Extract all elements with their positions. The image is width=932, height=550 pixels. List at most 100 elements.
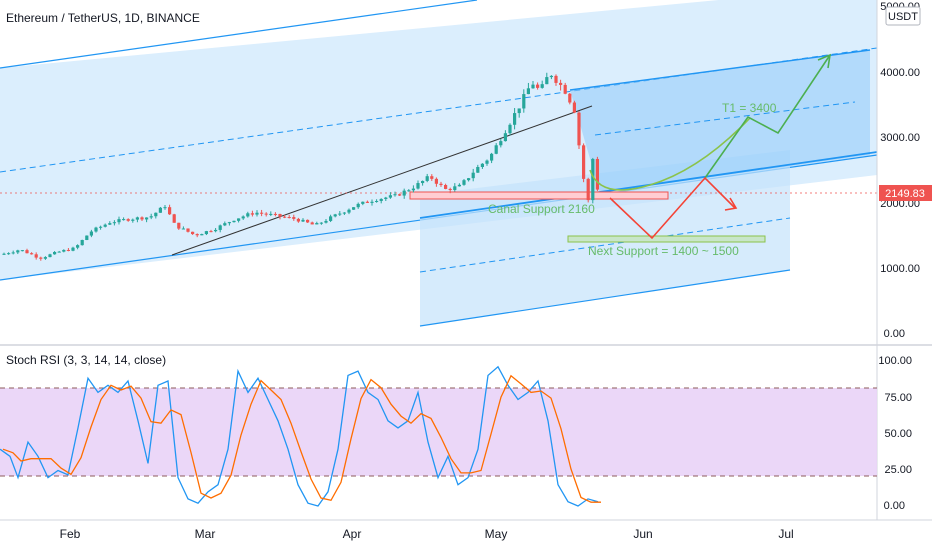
- candles: [2, 72, 599, 261]
- candle-body: [577, 112, 581, 146]
- candle-body: [57, 251, 61, 253]
- forecast-box: [570, 50, 870, 193]
- rsi-axis-labels: 100.00 75.00 50.00 25.00 0.00: [878, 355, 912, 512]
- projected-channel-lower: [419, 269, 791, 327]
- candle-body: [117, 219, 121, 223]
- candle-body: [375, 200, 379, 202]
- candle-body: [329, 216, 333, 221]
- candle-body: [434, 178, 438, 184]
- currency-button-label: USDT: [888, 11, 918, 23]
- rsi-tick: 50.00: [884, 428, 912, 440]
- candle-body: [112, 222, 116, 224]
- candle-body: [485, 160, 489, 164]
- candle-body: [517, 108, 521, 114]
- candle-body: [549, 75, 553, 78]
- forecast-upper: [569, 49, 871, 91]
- candle-body: [591, 158, 595, 201]
- large-channel-fill: [0, 0, 877, 280]
- candle-body: [223, 223, 227, 226]
- candle-body: [448, 188, 452, 190]
- rsi-tick: 100.00: [878, 355, 912, 367]
- candle-body: [232, 220, 236, 223]
- green-arrow-head: [817, 53, 832, 69]
- candle-body: [131, 219, 135, 221]
- candle-body: [444, 185, 448, 189]
- candle-body: [103, 224, 107, 227]
- candle-body: [365, 201, 369, 203]
- candle-body: [30, 253, 34, 255]
- candle-body: [416, 183, 420, 189]
- candle-body: [7, 253, 11, 255]
- candle-body: [306, 219, 310, 223]
- time-tick: May: [485, 527, 508, 541]
- trend-line: [171, 105, 593, 256]
- candle-body: [388, 195, 392, 198]
- candle-body: [204, 231, 208, 235]
- candle-body: [315, 223, 319, 225]
- candle-body: [186, 228, 190, 232]
- stoch-d-line: [2, 374, 601, 503]
- candle-body: [241, 216, 245, 219]
- candle-body: [260, 212, 264, 214]
- canal-support-zone: [409, 191, 669, 200]
- candle-body: [540, 84, 544, 88]
- candle-body: [200, 234, 204, 236]
- projected-channel-mid: [419, 217, 791, 273]
- time-tick: Mar: [195, 527, 216, 541]
- price-tick: 1000.00: [880, 263, 920, 275]
- candle-body: [457, 184, 461, 187]
- candle-body: [595, 158, 599, 190]
- candle-body: [39, 257, 43, 259]
- candle-body: [126, 219, 130, 221]
- candle-body: [407, 190, 411, 192]
- candle-body: [356, 203, 360, 208]
- next-support-zone: [567, 235, 766, 243]
- price-tick: 3000.00: [880, 132, 920, 144]
- candle-body: [513, 113, 517, 125]
- candle-body: [71, 247, 75, 251]
- candle-body: [158, 207, 162, 213]
- candle-body: [379, 198, 383, 201]
- candle-body: [53, 251, 57, 255]
- candle-body: [99, 226, 103, 228]
- stoch-k-line: [0, 365, 599, 507]
- time-tick: Apr: [343, 527, 362, 541]
- candle-body: [508, 124, 512, 134]
- next-support-label: Next Support = 1400 ~ 1500: [588, 244, 739, 258]
- rsi-tick: 25.00: [884, 464, 912, 476]
- candle-body: [168, 207, 172, 215]
- candle-body: [108, 223, 112, 225]
- candle-body: [559, 82, 563, 85]
- red-path: [609, 176, 736, 240]
- candle-body: [264, 213, 268, 215]
- candle-body: [278, 213, 282, 217]
- candle-body: [255, 212, 259, 215]
- price-tick: 4000.00: [880, 67, 920, 79]
- forecast-mid: [594, 101, 856, 136]
- candle-body: [370, 201, 374, 203]
- candle-body: [145, 217, 149, 220]
- candle-body: [411, 188, 415, 191]
- candle-body: [554, 75, 558, 83]
- candle-body: [177, 222, 181, 229]
- candle-body: [209, 231, 213, 233]
- candle-body: [384, 197, 388, 199]
- price-axis[interactable]: [877, 0, 932, 520]
- candle-body: [227, 222, 231, 224]
- candle-body: [402, 190, 406, 196]
- candle-body: [310, 222, 314, 225]
- candle-body: [490, 153, 494, 161]
- candle-body: [393, 194, 397, 196]
- currency-button[interactable]: [885, 6, 921, 26]
- candle-body: [526, 88, 530, 95]
- time-axis[interactable]: Feb Mar Apr May Jun Jul: [60, 527, 794, 541]
- candle-body: [467, 178, 471, 181]
- candle-body: [462, 180, 466, 185]
- candle-body: [361, 201, 365, 204]
- candle-body: [283, 216, 287, 218]
- candle-body: [292, 217, 296, 219]
- candle-body: [296, 218, 300, 222]
- candle-body: [545, 77, 549, 85]
- candle-body: [347, 209, 351, 213]
